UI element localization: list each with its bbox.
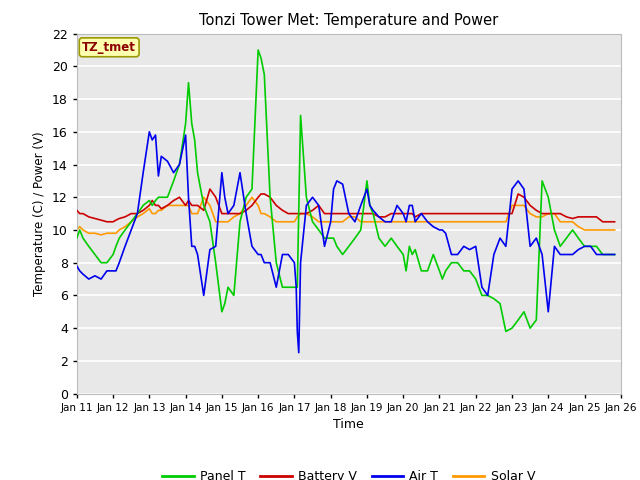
Text: TZ_tmet: TZ_tmet — [82, 41, 136, 54]
Title: Tonzi Tower Met: Temperature and Power: Tonzi Tower Met: Temperature and Power — [199, 13, 499, 28]
Y-axis label: Temperature (C) / Power (V): Temperature (C) / Power (V) — [33, 132, 46, 296]
Legend: Panel T, Battery V, Air T, Solar V: Panel T, Battery V, Air T, Solar V — [157, 465, 540, 480]
X-axis label: Time: Time — [333, 418, 364, 431]
